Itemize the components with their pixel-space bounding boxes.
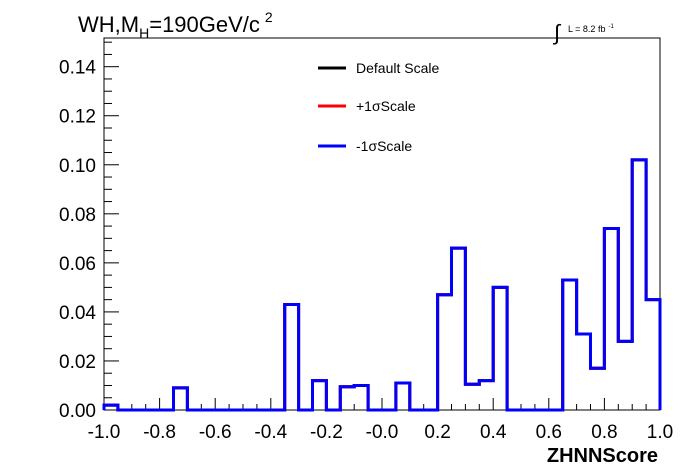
legend-label-minus1sigma: -1σScale xyxy=(356,138,412,154)
y-tick-label: 0.02 xyxy=(59,352,96,373)
y-tick-label: 0.06 xyxy=(59,254,96,275)
luminosity-text: L = 8.2 fb -1 xyxy=(568,24,614,34)
legend: Default Scale +1σScale -1σScale xyxy=(318,60,439,154)
y-tick-label: 0.10 xyxy=(59,156,96,177)
title-rest: =190GeV/c xyxy=(149,12,260,37)
x-tick-labels: -1.0 -0.8 -0.6 -0.4 -0.2 -0.0 0.2 0.4 0.6 0.8 1.0 xyxy=(88,422,674,443)
luminosity-label: ∫ L = 8.2 fb -1 xyxy=(552,20,614,45)
x-tick-label: -0.4 xyxy=(254,422,287,443)
legend-label-plus1sigma: +1σScale xyxy=(356,98,416,114)
x-tick-label: 0.8 xyxy=(591,422,617,443)
title-superscript: 2 xyxy=(265,9,273,25)
y-tick-labels: 0.00 0.02 0.04 0.06 0.08 0.10 0.12 0.14 xyxy=(59,58,96,422)
x-tick-label: 0.6 xyxy=(536,422,562,443)
y-tick-label: 0.12 xyxy=(59,107,96,128)
x-tick-label: -0.6 xyxy=(199,422,232,443)
lumi-superscript: -1 xyxy=(608,24,614,30)
y-tick-label: 0.00 xyxy=(59,401,96,422)
y-tick-label: 0.14 xyxy=(59,58,96,79)
x-tick-label: -0.0 xyxy=(366,422,399,443)
x-tick-label: 0.4 xyxy=(480,422,507,443)
chart-title: WH,MH=190GeV/c 2 xyxy=(78,9,273,41)
integral-icon: ∫ xyxy=(552,20,562,45)
x-tick-label: 0.2 xyxy=(424,422,450,443)
x-tick-label: 1.0 xyxy=(647,422,673,443)
series-line-2 xyxy=(102,158,662,412)
x-tick-label: -1.0 xyxy=(88,422,121,443)
title-subscript: H xyxy=(139,25,149,41)
legend-label-default: Default Scale xyxy=(356,60,439,76)
x-axis-label: ZHNNScore xyxy=(547,445,658,467)
x-tick-label: -0.8 xyxy=(143,422,176,443)
histogram-series xyxy=(102,158,662,412)
lumi-value: L = 8.2 fb xyxy=(568,24,605,34)
y-tick-label: 0.08 xyxy=(59,205,96,226)
x-tick-label: -0.2 xyxy=(310,422,343,443)
title-main: WH,M xyxy=(78,12,139,37)
y-tick-label: 0.04 xyxy=(59,303,96,324)
